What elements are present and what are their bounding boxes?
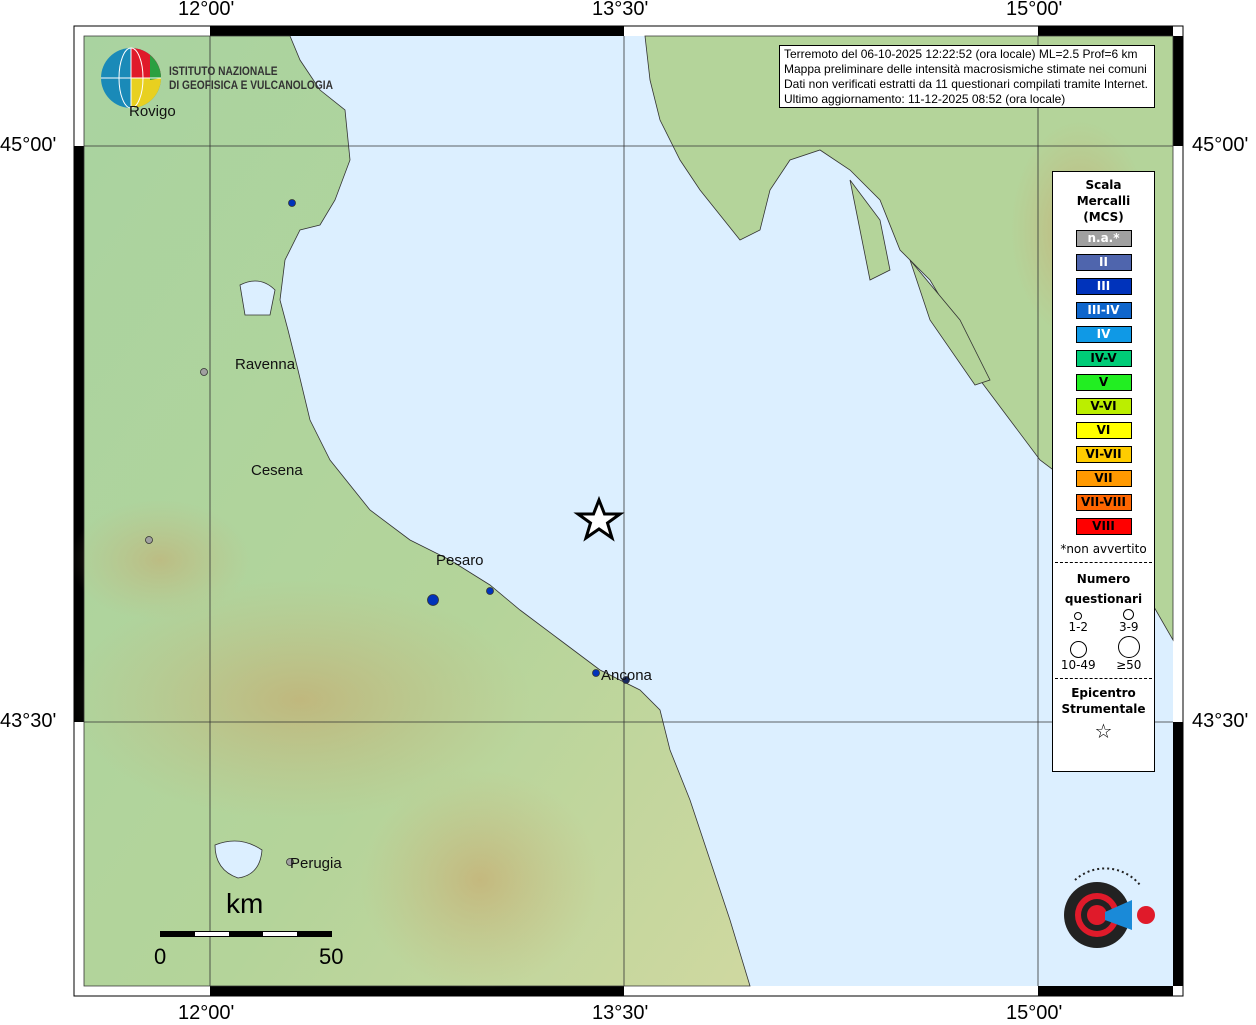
legend: Scala Mercalli (MCS) n.a.* II III III-IV IV I… [1052, 171, 1155, 772]
scale-unit: km [226, 888, 264, 919]
event-info-box: Terremoto del 06-10-2025 12:22:52 (ora l… [779, 45, 1155, 108]
legend-class-swatch: IV [1075, 326, 1132, 343]
city-label: Cesena [251, 462, 303, 479]
legend-title-line: (MCS) [1083, 210, 1124, 224]
legend-class-swatch: VIII [1075, 518, 1132, 535]
intensity-point[interactable] [200, 368, 208, 376]
scale-start: 0 [154, 944, 167, 969]
legend-class-swatch: VII [1075, 470, 1132, 487]
questionari-title: Numero [1076, 572, 1131, 586]
scale-end: 50 [319, 944, 344, 969]
size-label: 10-49 [1060, 658, 1096, 672]
event-line: Terremoto del 06-10-2025 12:22:52 (ora l… [784, 47, 1138, 61]
lon-tick-top: 13°30' [592, 0, 649, 20]
data-source-note: Dati non verificati estratti da 11 quest… [784, 77, 1148, 91]
scale-bar [160, 931, 332, 937]
intensity-point[interactable] [427, 594, 439, 606]
city-label: Perugia [290, 855, 342, 872]
lat-tick-left: 45°00' [0, 134, 57, 156]
legend-title-line: Scala [1085, 178, 1122, 192]
city-label: Ancona [601, 667, 652, 684]
ingv-line2: DI GEOFISICA E VULCANOLOGIA [169, 78, 333, 92]
lon-tick-bottom: 12°00' [178, 1002, 235, 1024]
size-circle [1117, 636, 1140, 658]
size-label: ≥50 [1116, 658, 1142, 672]
questionari-title: questionari [1064, 592, 1143, 606]
legend-class-swatch: II [1075, 254, 1132, 271]
legend-class-swatch: n.a.* [1075, 230, 1132, 247]
city-label: Rovigo [129, 103, 176, 120]
size-circle [1069, 641, 1087, 658]
size-circle [1074, 612, 1083, 620]
map-description: Mappa preliminare delle intensità macros… [784, 62, 1147, 76]
lat-tick-right: 43°30' [1192, 710, 1249, 732]
epicentre-title: Epicentro [1071, 686, 1136, 700]
city-label: Ravenna [235, 356, 296, 373]
legend-class-swatch: VII-VIII [1075, 494, 1132, 511]
lat-tick-right: 45°00' [1192, 134, 1249, 156]
intensity-point[interactable] [145, 536, 153, 544]
city-label: Pesaro [436, 552, 484, 569]
lon-tick-top: 12°00' [178, 0, 235, 20]
haisentito-logo [1064, 867, 1155, 948]
size-label: 1-2 [1068, 620, 1089, 634]
size-label: 3-9 [1118, 620, 1139, 634]
epicentre-title: Strumentale [1061, 702, 1146, 716]
ingv-line1: ISTITUTO NAZIONALE [169, 64, 278, 78]
graticule [84, 36, 1173, 986]
ingv-logo-text: ISTITUTO NAZIONALE DI GEOFISICA E VULCAN… [169, 64, 333, 92]
intensity-point[interactable] [622, 676, 630, 684]
legend-class-swatch: V [1075, 374, 1132, 391]
lon-tick-top: 15°00' [1006, 0, 1063, 20]
legend-note: *non avvertito [1060, 542, 1147, 556]
intensity-point[interactable] [288, 199, 296, 207]
legend-title-line: Mercalli [1076, 194, 1131, 208]
legend-class-swatch: V-VI [1075, 398, 1132, 415]
lon-tick-bottom: 15°00' [1006, 1002, 1063, 1024]
intensity-point[interactable] [592, 669, 600, 677]
legend-class-swatch: III [1075, 278, 1132, 295]
star-icon: ☆ [1094, 719, 1113, 743]
legend-title: Scala Mercalli (MCS) [1053, 177, 1154, 225]
legend-class-swatch: VI [1075, 422, 1132, 439]
intensity-point[interactable] [486, 587, 494, 595]
epicentre-star[interactable] [573, 495, 625, 542]
last-update: Ultimo aggiornamento: 11-12-2025 08:52 (… [784, 92, 1066, 106]
intensity-point[interactable] [286, 858, 294, 866]
lat-tick-left: 43°30' [0, 710, 57, 732]
ingv-logo [101, 47, 161, 109]
legend-class-swatch: VI-VII [1075, 446, 1132, 463]
lon-tick-bottom: 13°30' [592, 1002, 649, 1024]
legend-class-swatch: IV-V [1075, 350, 1132, 367]
size-legend: 1-2 3-9 10-49 ≥50 [1053, 609, 1154, 672]
legend-class-swatch: III-IV [1075, 302, 1132, 319]
size-circle [1123, 609, 1135, 620]
